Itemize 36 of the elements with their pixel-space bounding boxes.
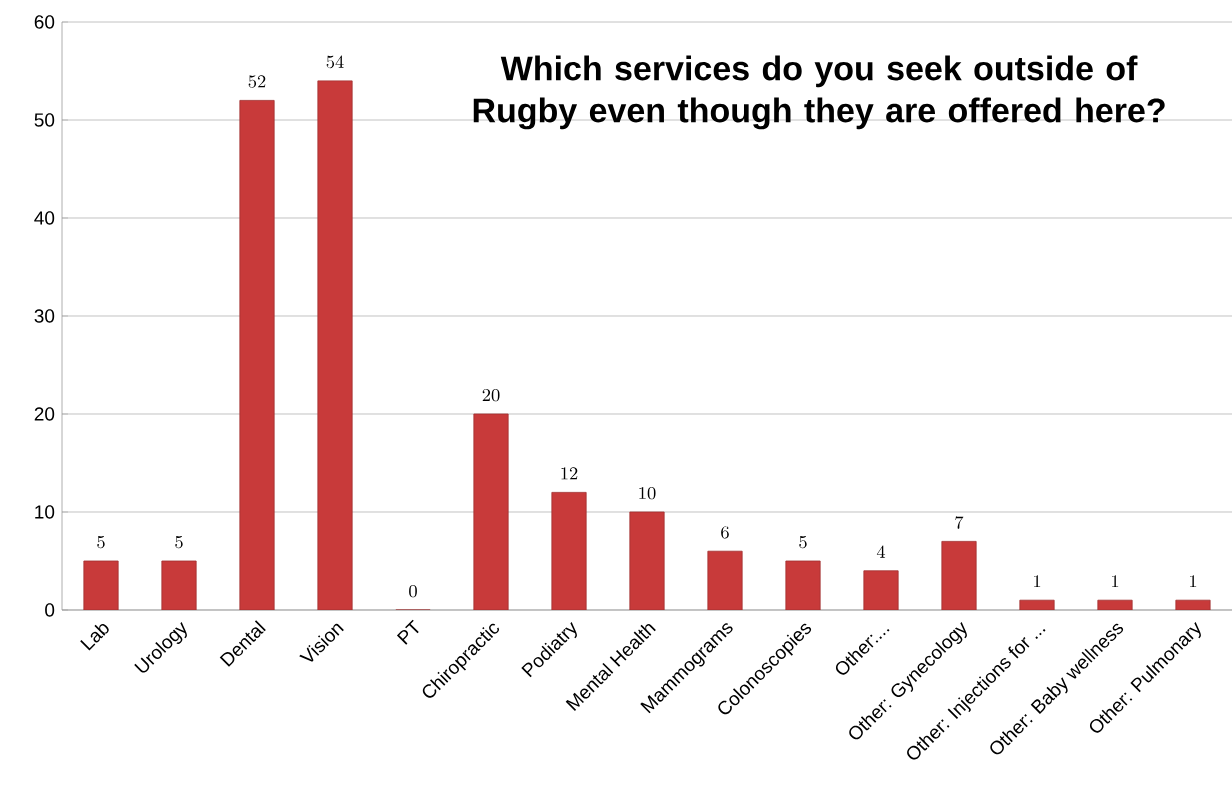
bar (161, 560, 197, 610)
data-label: 12 (561, 467, 578, 480)
y-tick-label: 60 (34, 15, 55, 29)
bar (239, 100, 275, 610)
data-label: 20 (482, 388, 500, 402)
bar (473, 413, 509, 610)
text: Which services do you seek outside of Rugby even though they are offered here? (473, 55, 1165, 130)
bar (707, 550, 743, 610)
data-label: 54 (326, 55, 344, 69)
data-label: 5 (799, 535, 807, 549)
data-label: 5 (97, 535, 105, 549)
y-tick-label: 20 (34, 407, 55, 421)
bar (551, 491, 587, 610)
data-label: 6 (721, 526, 729, 539)
data-label: 1 (1112, 575, 1119, 588)
data-label: 10 (639, 486, 656, 500)
bar (863, 570, 899, 610)
y-tick-label: 0 (45, 603, 55, 617)
data-label: 4 (876, 545, 886, 558)
bar (629, 511, 665, 610)
bar (785, 560, 821, 610)
bar (317, 80, 353, 610)
data-label: 7 (955, 516, 964, 529)
data-label: 1 (1190, 575, 1197, 588)
data-label: 1 (1034, 575, 1041, 588)
y-tick-label: 50 (34, 113, 55, 127)
data-label: 0 (409, 584, 417, 598)
y-tick-label: 30 (34, 309, 55, 323)
x-tick-label: Lab (80, 623, 109, 651)
bar (941, 540, 977, 610)
bar (83, 560, 119, 610)
data-label: 52 (248, 75, 266, 88)
y-tick-label: 40 (34, 211, 55, 225)
x-tick-label: PT (396, 619, 419, 645)
data-label: 5 (175, 535, 183, 549)
y-tick-label: 10 (35, 505, 55, 519)
